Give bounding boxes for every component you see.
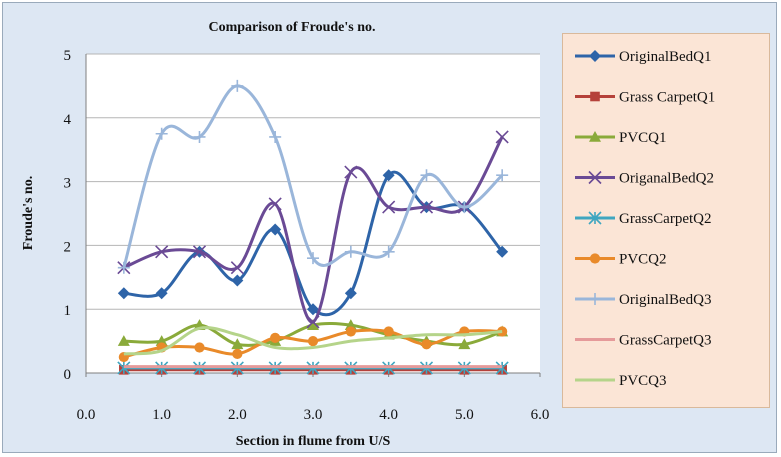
data-point bbox=[231, 79, 244, 92]
data-point bbox=[589, 293, 601, 305]
x-tick-label: 1.0 bbox=[152, 407, 171, 423]
data-point bbox=[458, 201, 471, 214]
data-point bbox=[458, 338, 471, 350]
y-axis-label: Froude's no. bbox=[21, 176, 36, 250]
data-point bbox=[344, 165, 358, 179]
data-point bbox=[117, 261, 130, 274]
legend-label: GrassCarpetQ2 bbox=[619, 211, 711, 227]
data-point bbox=[382, 245, 395, 258]
data-point bbox=[589, 50, 601, 62]
data-point bbox=[420, 169, 433, 182]
data-point bbox=[344, 319, 357, 330]
legend-item: GrassCarpetQ3 bbox=[575, 333, 711, 349]
legend-item: OriginalBedQ1 bbox=[575, 49, 711, 65]
data-point bbox=[155, 245, 169, 259]
legend-item: GrassCarpetQ2 bbox=[575, 211, 711, 227]
data-point bbox=[383, 326, 394, 337]
x-tick-label: 4.0 bbox=[379, 407, 398, 423]
series-OriganalBedQ2 bbox=[117, 130, 509, 329]
data-point bbox=[495, 130, 509, 144]
legend-label: PVCQ2 bbox=[619, 252, 667, 268]
legend-item: Grass CarpetQ1 bbox=[575, 90, 715, 106]
series-PVCQ3 bbox=[123, 326, 503, 356]
x-tick-label: 6.0 bbox=[531, 407, 550, 423]
series-OriginalBedQ3 bbox=[117, 79, 509, 274]
data-point bbox=[155, 335, 168, 346]
series-layer bbox=[117, 79, 509, 375]
data-point bbox=[194, 342, 205, 353]
legend: OriginalBedQ1 Grass CarpetQ1 PVCQ1 Origanal… bbox=[562, 33, 770, 408]
data-point bbox=[231, 274, 244, 287]
y-tick-label: 0 bbox=[64, 367, 72, 383]
data-point bbox=[270, 332, 281, 344]
legend-label: PVCQ3 bbox=[619, 373, 667, 389]
data-point bbox=[496, 169, 509, 182]
data-point bbox=[590, 91, 600, 102]
data-point bbox=[496, 245, 509, 258]
series-line bbox=[122, 84, 504, 269]
data-point bbox=[588, 170, 602, 185]
data-point bbox=[232, 348, 243, 359]
x-tick-label: 0.0 bbox=[77, 407, 96, 423]
data-point bbox=[268, 197, 282, 211]
data-point bbox=[231, 338, 244, 350]
data-point bbox=[307, 319, 319, 330]
legend-item: PVCQ1 bbox=[575, 130, 667, 146]
x-axis-label: Section in flume from U/S bbox=[236, 434, 391, 449]
data-point bbox=[117, 361, 131, 375]
data-point bbox=[495, 361, 509, 375]
data-point bbox=[344, 245, 357, 258]
data-point bbox=[382, 200, 396, 214]
data-point bbox=[193, 130, 206, 143]
y-tick-label: 2 bbox=[64, 239, 72, 255]
legend-label: OriginalBedQ3 bbox=[619, 292, 711, 308]
data-point bbox=[192, 245, 207, 259]
legend-label: GrassCarpetQ3 bbox=[619, 333, 711, 349]
data-point bbox=[421, 339, 432, 350]
data-point bbox=[117, 335, 130, 346]
data-point bbox=[344, 287, 357, 300]
legend-item: OriganalBedQ2 bbox=[575, 171, 714, 187]
legend-svg: OriginalBedQ1 Grass CarpetQ1 PVCQ1 Origanal… bbox=[575, 49, 715, 389]
data-point bbox=[307, 252, 319, 265]
data-point bbox=[155, 127, 168, 140]
series-PVCQ2 bbox=[118, 326, 508, 363]
data-point bbox=[307, 336, 319, 347]
data-point bbox=[345, 326, 356, 337]
legend-item: PVCQ2 bbox=[575, 252, 667, 268]
chart-title: Comparison of Froude's no. bbox=[209, 20, 376, 35]
data-point bbox=[269, 223, 282, 236]
data-point bbox=[155, 287, 168, 300]
y-tick-label: 3 bbox=[64, 176, 72, 192]
series-line bbox=[123, 326, 503, 356]
legend-label: OriginalBedQ1 bbox=[619, 49, 711, 65]
y-tick-label: 1 bbox=[64, 303, 72, 319]
data-point bbox=[269, 130, 282, 143]
x-tick-label: 5.0 bbox=[455, 407, 474, 423]
legend-item: OriginalBedQ3 bbox=[575, 292, 711, 308]
data-point bbox=[230, 261, 244, 275]
data-point bbox=[589, 253, 601, 264]
data-point bbox=[588, 211, 602, 225]
legend-item: PVCQ3 bbox=[575, 373, 667, 389]
x-tick-label: 2.0 bbox=[228, 407, 247, 423]
legend-label: Grass CarpetQ1 bbox=[619, 90, 715, 106]
legend-label: PVCQ1 bbox=[619, 130, 667, 146]
data-point bbox=[307, 303, 319, 316]
data-point bbox=[589, 131, 601, 142]
legend-label: OriganalBedQ2 bbox=[619, 171, 714, 187]
y-tick-label: 4 bbox=[64, 112, 72, 128]
y-tick-label: 5 bbox=[64, 48, 72, 64]
data-point bbox=[117, 287, 130, 300]
data-point bbox=[419, 200, 434, 214]
data-point bbox=[382, 169, 395, 182]
data-point bbox=[306, 315, 320, 329]
x-tick-label: 3.0 bbox=[304, 407, 323, 423]
